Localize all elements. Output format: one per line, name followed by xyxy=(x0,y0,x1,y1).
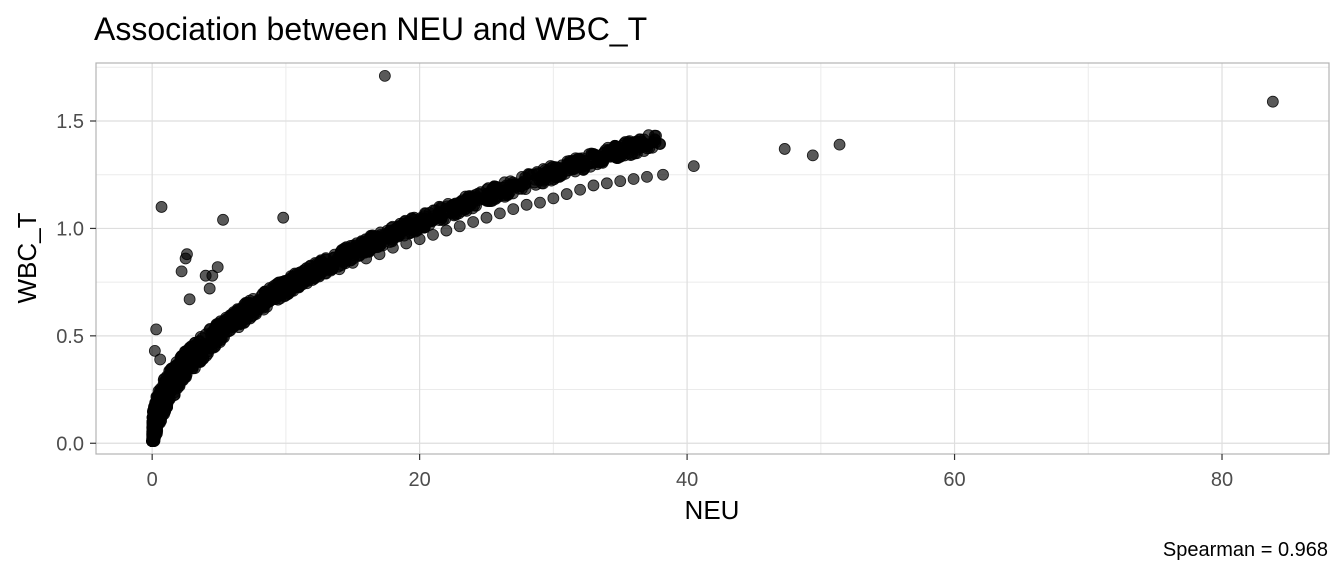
data-point xyxy=(386,241,399,254)
data-point xyxy=(493,207,506,220)
data-point xyxy=(547,192,560,205)
y-tick-label: 0.5 xyxy=(56,326,84,348)
data-point xyxy=(183,341,196,354)
data-point xyxy=(560,188,573,200)
data-point xyxy=(319,253,332,266)
data-point xyxy=(183,293,196,306)
data-point xyxy=(657,168,669,181)
x-tick-label: 0 xyxy=(147,469,158,491)
data-point xyxy=(507,203,520,215)
data-point xyxy=(374,226,387,239)
data-point xyxy=(448,207,461,220)
panel-border xyxy=(95,62,1330,455)
axis-ticks: 0 20 40 60 80 0.0 0.5 1.0 1.5 xyxy=(56,111,1233,491)
data-point xyxy=(480,211,493,224)
data-point xyxy=(587,179,600,192)
data-point xyxy=(531,166,544,178)
data-point xyxy=(554,169,566,182)
data-point xyxy=(155,201,168,213)
data-point xyxy=(610,152,623,164)
data-point xyxy=(427,228,439,241)
data-point xyxy=(320,267,332,280)
data-point xyxy=(440,224,453,237)
data-point xyxy=(306,274,319,286)
data-point xyxy=(211,261,224,273)
data-point xyxy=(413,233,426,246)
data-point xyxy=(600,177,613,190)
data-point xyxy=(519,171,532,184)
data-point xyxy=(154,353,167,366)
data-point xyxy=(534,196,546,209)
data-point xyxy=(400,237,413,250)
data-point xyxy=(627,173,640,185)
data-point xyxy=(148,344,161,357)
data-point xyxy=(346,256,359,269)
x-tick-label: 80 xyxy=(1211,469,1233,491)
x-tick-label: 20 xyxy=(409,469,431,491)
grid-lines xyxy=(96,63,1329,454)
x-tick-label: 60 xyxy=(943,469,965,491)
data-point xyxy=(474,192,487,205)
data-point xyxy=(687,160,700,173)
data-point xyxy=(360,252,373,265)
data-point xyxy=(231,303,244,316)
data-point xyxy=(150,323,163,336)
data-point xyxy=(467,216,480,228)
data-point xyxy=(833,138,846,151)
data-point xyxy=(217,213,229,226)
y-axis-title: WBC_T xyxy=(12,212,42,303)
data-point xyxy=(277,211,290,224)
data-point xyxy=(631,135,644,148)
x-tick-label: 40 xyxy=(676,469,698,491)
data-point xyxy=(453,220,466,233)
data-points xyxy=(146,69,1279,448)
data-point xyxy=(304,259,317,272)
data-point xyxy=(175,265,188,278)
data-point xyxy=(1266,95,1279,108)
y-tick-label: 1.5 xyxy=(56,111,84,133)
data-point xyxy=(203,282,216,295)
data-point xyxy=(654,138,667,150)
data-point xyxy=(614,175,627,188)
y-tick-label: 1.0 xyxy=(56,218,84,240)
data-point xyxy=(333,263,346,276)
data-point xyxy=(806,149,819,162)
data-point xyxy=(403,218,416,231)
data-point xyxy=(279,284,292,297)
spearman-caption: Spearman = 0.968 xyxy=(1163,539,1328,561)
data-point xyxy=(508,178,521,190)
y-tick-label: 0.0 xyxy=(56,433,84,455)
data-point xyxy=(641,170,653,183)
data-point xyxy=(373,248,386,261)
data-point xyxy=(572,160,585,173)
data-point xyxy=(293,280,306,293)
data-point xyxy=(609,140,622,152)
data-point xyxy=(179,252,192,265)
data-point xyxy=(622,147,635,160)
chart-title: Association between NEU and WBC_T xyxy=(94,11,647,47)
data-point xyxy=(778,143,791,155)
data-point xyxy=(520,198,533,211)
data-point xyxy=(334,249,347,262)
data-point xyxy=(584,160,597,173)
data-point xyxy=(497,187,510,200)
data-point xyxy=(433,214,446,227)
data-point xyxy=(594,155,607,168)
data-point xyxy=(206,269,219,282)
data-point xyxy=(574,183,587,196)
data-point xyxy=(358,236,371,248)
data-point xyxy=(174,353,187,366)
data-point xyxy=(294,270,307,283)
x-axis-title: NEU xyxy=(685,495,740,525)
data-point xyxy=(378,69,391,82)
